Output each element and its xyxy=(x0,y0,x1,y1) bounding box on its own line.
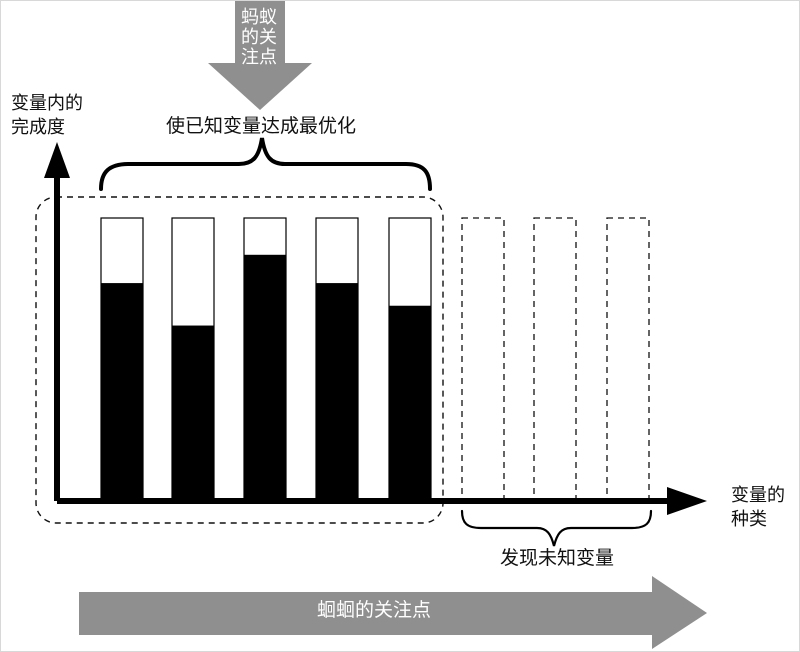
unknown-variable-dashed-bar xyxy=(533,217,577,502)
known-variables-brace xyxy=(99,137,432,191)
unknown-variable-dashed-bar xyxy=(606,217,650,502)
known-variable-completion-bar xyxy=(101,283,143,501)
bottom-arrow-label: 蛔蛔的关注点 xyxy=(316,599,431,621)
unknown-variables-brace xyxy=(460,509,653,547)
x-axis-label: 变量的 种类 xyxy=(731,485,785,530)
bar-layer xyxy=(100,217,650,502)
bottom-arrow xyxy=(79,576,707,649)
known-variable-completion-bar xyxy=(172,325,214,501)
known-variable-completion-bar xyxy=(244,254,286,501)
top-arrow xyxy=(208,1,312,110)
unknown-variable-dashed-bar xyxy=(461,217,505,502)
x-axis xyxy=(57,487,707,515)
known-variable-completion-bar xyxy=(316,283,358,501)
y-axis-arrowhead xyxy=(44,142,70,178)
x-axis-arrowhead xyxy=(667,487,707,515)
optimize-label: 使已知变量达成最优化 xyxy=(166,115,357,137)
discover-label: 发现未知变量 xyxy=(500,547,615,569)
y-axis xyxy=(44,142,70,501)
known-variable-completion-bar xyxy=(389,305,431,501)
known-variables-dashed-group xyxy=(35,196,444,524)
top-arrow-label: 蚂蚁 的关 注点 xyxy=(241,7,277,68)
y-axis-label: 变量内的 完成度 xyxy=(11,93,83,138)
